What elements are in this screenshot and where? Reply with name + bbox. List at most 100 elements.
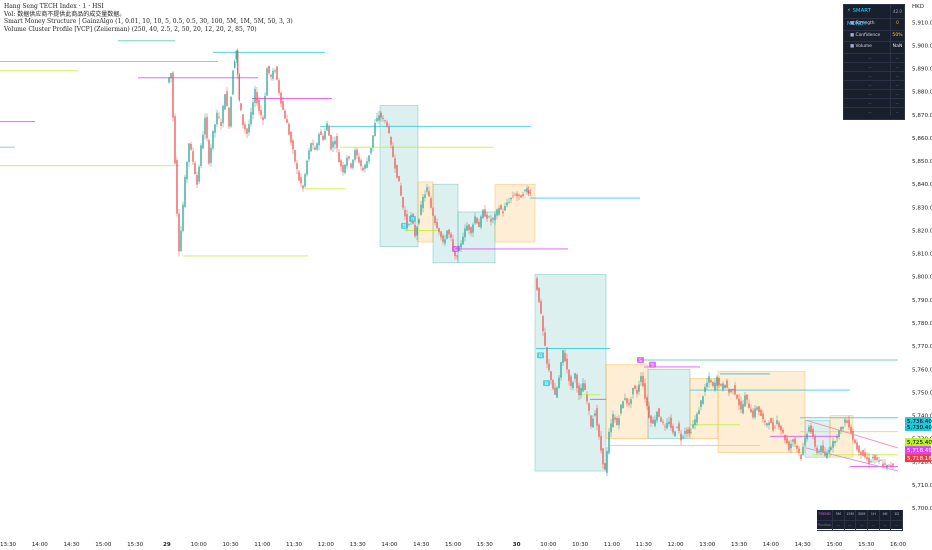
candle [364, 163, 366, 173]
candle [804, 435, 806, 448]
candle [322, 133, 324, 142]
candle [178, 208, 180, 257]
candle [434, 214, 436, 226]
smc-indicator-line[interactable]: Smart Money Structure | GainzAlgo (1, 0.… [4, 18, 293, 26]
candle [518, 194, 520, 200]
candle [542, 314, 544, 337]
candle [418, 217, 420, 225]
trend-cell: — [833, 520, 845, 530]
candle [204, 113, 206, 140]
svg-text:B: B [411, 217, 414, 222]
candle [192, 147, 194, 165]
candle [574, 372, 576, 383]
candle [592, 415, 594, 428]
price-tags: 5,736.405,730.40 5,725.40 5,718.49 5,718.18 [905, 417, 932, 463]
candle [890, 461, 892, 469]
svg-text:5,718.49: 5,718.49 [907, 448, 932, 454]
candle [252, 98, 254, 120]
candle [582, 378, 584, 392]
candle [656, 411, 658, 424]
candle [226, 87, 228, 107]
candle [372, 135, 374, 152]
cluster-zone [417, 181, 434, 243]
candle [358, 152, 360, 164]
candle [748, 399, 750, 409]
trend-cell: 4H [880, 510, 892, 520]
signal-marker[interactable]: B [537, 352, 544, 359]
candle [546, 346, 548, 369]
candle [524, 189, 526, 193]
trendline [805, 419, 899, 449]
candle [826, 449, 828, 459]
candle [654, 415, 656, 428]
candle [172, 71, 174, 122]
smart-money-empty-row: — — [844, 52, 904, 62]
candle [860, 451, 862, 459]
price-tick-label: 5,820.00 [912, 228, 932, 234]
candle [398, 176, 400, 182]
candle [864, 448, 866, 460]
candle [710, 378, 712, 383]
candle [572, 381, 574, 391]
candle [268, 65, 270, 76]
candle [824, 447, 826, 457]
candle [490, 214, 492, 226]
signal-marker[interactable]: B [409, 215, 416, 222]
candle [540, 298, 542, 315]
candles [168, 48, 894, 477]
vcp-indicator-line[interactable]: Volume Cluster Profile [VCP] (Zeiierman)… [4, 25, 257, 33]
candle [314, 145, 316, 151]
price-tick-label: 5,890.00 [912, 67, 932, 73]
price-tick-label: 5,860.00 [912, 136, 932, 142]
symbol-line[interactable]: Hang Seng TECH Index · 1 · HSI [4, 3, 104, 10]
candle [282, 96, 284, 111]
price-tick-label: 5,840.00 [912, 182, 932, 188]
candle [684, 427, 686, 439]
trendlines [805, 419, 899, 472]
candle [642, 371, 644, 388]
time-tick-label: 14:30 [795, 542, 812, 548]
candle [746, 394, 748, 404]
signal-marker[interactable]: S [452, 245, 459, 252]
signal-marker[interactable]: B [401, 222, 408, 229]
candle [240, 102, 242, 111]
candle [576, 373, 578, 393]
candle [552, 379, 554, 391]
candle [246, 127, 248, 139]
candle [556, 386, 558, 399]
candle [486, 211, 488, 222]
volume-line[interactable]: Vol: 数据供应商不提供此商品的成交量数据。 [4, 10, 126, 18]
price-tag: 5,730.40 [905, 423, 932, 432]
candle [260, 105, 262, 119]
signal-marker[interactable]: S [637, 357, 644, 364]
candle [286, 114, 288, 123]
time-axis[interactable]: 13:30 14:00 14:30 15:00 15:30 29 10:00 10:30 11:… [0, 542, 906, 548]
candle [352, 159, 354, 170]
time-tick-label: 10:00 [540, 542, 557, 548]
candle [812, 426, 814, 440]
candle [802, 442, 804, 456]
signal-marker[interactable]: S [649, 361, 656, 368]
smart-money-empty-row: — — [844, 97, 904, 107]
candle [224, 93, 226, 110]
candle [854, 438, 856, 444]
candle [878, 457, 880, 465]
candle [235, 50, 237, 64]
price-tick-label: 5,870.00 [912, 113, 932, 119]
candle [374, 119, 376, 137]
candle [734, 382, 736, 396]
candle [520, 194, 522, 198]
currency-label[interactable]: HKD [912, 4, 924, 10]
trend-cell: 5M [833, 510, 845, 520]
candle [850, 424, 852, 435]
time-tick-label: 14:00 [381, 542, 398, 548]
signal-marker[interactable]: B [543, 380, 550, 387]
candle [784, 434, 786, 443]
time-tick-label: 11:00 [254, 542, 271, 548]
candle [180, 225, 182, 253]
candle [444, 234, 446, 247]
candle [742, 399, 744, 415]
trend-cell: 1H [868, 510, 880, 520]
candle [550, 370, 552, 385]
